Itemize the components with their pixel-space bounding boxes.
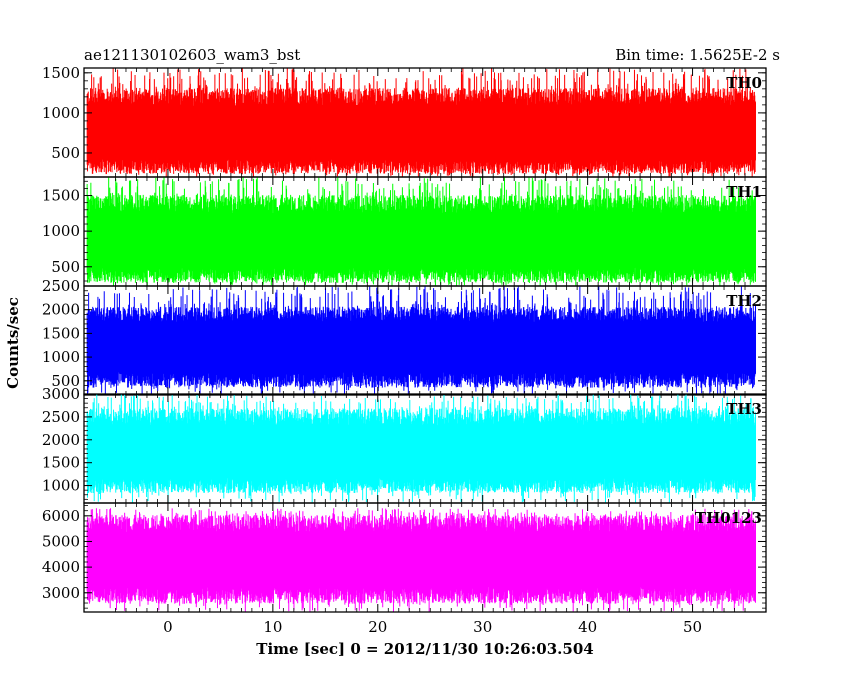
y-tick-label: 2000 <box>42 301 80 319</box>
y-tick-label: 1000 <box>42 222 80 240</box>
panel-label: TH0123 <box>695 509 762 527</box>
y-tick-label: 500 <box>51 144 80 162</box>
panel-frame <box>83 285 767 396</box>
panel-th1: 500 1000 1500 TH1 <box>42 176 767 287</box>
x-tick-label: 20 <box>368 618 387 636</box>
x-tick-label: 30 <box>473 618 492 636</box>
x-axis-label: Time [sec] 0 = 2012/11/30 10:26:03.504 <box>256 640 593 658</box>
series-th3 <box>86 394 757 503</box>
y-tick-label: 4000 <box>42 558 80 576</box>
y-tick-label: 6000 <box>42 507 80 525</box>
y-tick-label: 1500 <box>42 64 80 82</box>
panel-th3: 1000 1500 2000 2500 3000 TH3 <box>42 385 767 504</box>
panel-label: TH0 <box>726 74 762 92</box>
y-tick-label: 2500 <box>42 277 80 295</box>
x-tick-label: 40 <box>578 618 597 636</box>
y-tick-label: 1500 <box>42 454 80 472</box>
x-tick-label: 50 <box>683 618 702 636</box>
y-tick-label: 1000 <box>42 477 80 495</box>
panel-th0: 500 1000 1500 TH0 <box>42 64 767 178</box>
panel-label: TH3 <box>726 400 762 418</box>
series-th1 <box>86 177 757 286</box>
chart-title: ae121130102603_wam3_bst <box>84 46 300 64</box>
series-th0123 <box>86 508 757 612</box>
panel-th0123: 3000 4000 5000 6000 TH0123 <box>42 502 767 613</box>
x-tick-label: 0 <box>163 618 173 636</box>
panel-th2: 500 1000 1500 2000 2500 TH2 <box>42 277 767 396</box>
y-tick-label: 3000 <box>42 385 80 403</box>
y-tick-label: 500 <box>51 258 80 276</box>
x-tick-label: 10 <box>263 618 282 636</box>
y-tick-label: 1000 <box>42 104 80 122</box>
bin-time-label: Bin time: 1.5625E-2 s <box>615 46 780 64</box>
panel-frame <box>83 502 767 613</box>
y-tick-label: 2000 <box>42 431 80 449</box>
y-tick-label: 1500 <box>42 187 80 205</box>
series-th2 <box>86 286 757 395</box>
y-tick-label: 3000 <box>42 584 80 602</box>
panel-label: TH2 <box>726 292 762 310</box>
series-th0 <box>86 68 757 177</box>
y-tick-label: 1000 <box>42 348 80 366</box>
y-tick-label: 2500 <box>42 408 80 426</box>
y-tick-label: 500 <box>51 372 80 390</box>
y-tick-label: 5000 <box>42 532 80 550</box>
y-tick-label: 1500 <box>42 324 80 342</box>
panel-label: TH1 <box>726 183 762 201</box>
y-axis-label: Counts/sec <box>4 297 22 389</box>
